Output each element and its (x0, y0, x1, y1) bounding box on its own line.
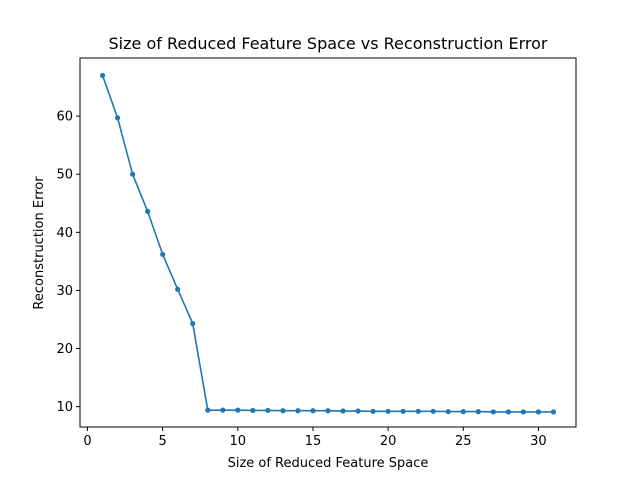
y-axis-label: Reconstruction Error (32, 176, 47, 310)
data-point (310, 408, 316, 414)
data-point (145, 208, 151, 215)
data-point (340, 408, 346, 414)
data-point (475, 409, 481, 415)
data-point (505, 409, 511, 415)
x-tick-label: 30 (530, 434, 547, 449)
data-point (160, 251, 166, 258)
data-point (535, 409, 542, 415)
x-tick-label: 15 (305, 434, 322, 449)
data-point (205, 407, 211, 413)
data-point (130, 171, 136, 177)
data-point (460, 409, 466, 415)
data-point (265, 407, 271, 414)
data-point (175, 286, 181, 292)
data-point (325, 408, 331, 414)
y-tick-label: 10 (56, 400, 73, 415)
x-tick-label: 0 (83, 434, 91, 449)
x-tick-label: 5 (159, 434, 167, 449)
chart-title: Size of Reduced Feature Space vs Reconst… (109, 34, 548, 53)
plot-frame (79, 57, 577, 428)
data-point (355, 408, 361, 414)
y-tick-label: 30 (56, 284, 73, 299)
data-point (400, 408, 406, 414)
y-tick-label: 60 (56, 110, 73, 125)
data-point (235, 407, 241, 413)
data-point (520, 409, 526, 415)
y-tick-label: 20 (56, 342, 73, 357)
data-point (295, 408, 301, 414)
data-point (385, 408, 391, 414)
data-point (280, 408, 286, 414)
data-point (220, 407, 226, 413)
data-point (99, 72, 106, 79)
x-tick-label: 20 (380, 434, 397, 449)
x-axis: 0 5 10 15 20 25 30 (83, 427, 547, 449)
data-point (250, 407, 256, 414)
y-tick-label: 50 (56, 168, 73, 183)
x-tick-label: 25 (455, 434, 472, 449)
series-line (101, 75, 554, 413)
x-tick-label: 10 (230, 434, 247, 449)
data-point (190, 320, 196, 327)
x-axis-label: Size of Reduced Feature Space (228, 456, 429, 471)
data-point (430, 408, 436, 414)
data-point (415, 408, 421, 414)
data-point (490, 409, 496, 415)
y-tick-label: 40 (56, 226, 73, 241)
data-point (445, 409, 451, 415)
plot-area (99, 72, 557, 415)
data-point (550, 409, 557, 415)
data-point (370, 408, 376, 414)
data-point (114, 115, 121, 121)
y-axis: 10 20 30 40 50 60 (56, 110, 80, 415)
